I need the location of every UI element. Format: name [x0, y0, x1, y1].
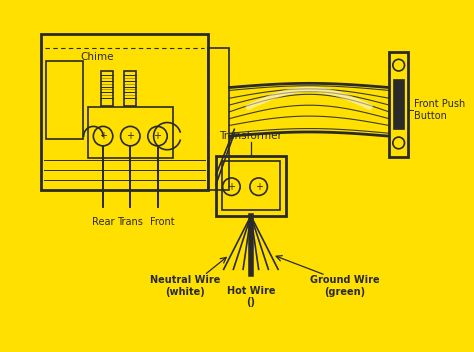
Text: +: +	[99, 131, 107, 141]
Bar	[208, 48, 229, 190]
Bar	[389, 51, 409, 157]
Bar	[216, 156, 286, 216]
Text: +: +	[126, 131, 134, 141]
Text: Chime: Chime	[81, 52, 114, 62]
Text: +: +	[154, 131, 162, 141]
Text: +: +	[255, 182, 263, 192]
Text: Rear: Rear	[92, 217, 114, 227]
Text: Neutral Wire
(white): Neutral Wire (white)	[150, 275, 220, 297]
Bar	[41, 34, 208, 190]
Bar	[222, 162, 280, 210]
Text: Transformer: Transformer	[219, 131, 283, 141]
Text: Trans: Trans	[118, 217, 143, 227]
Text: Ground Wire
(green): Ground Wire (green)	[310, 275, 380, 297]
Bar	[101, 71, 113, 106]
Text: Front: Front	[150, 217, 175, 227]
Bar	[88, 107, 173, 158]
Text: +: +	[228, 182, 236, 192]
Text: Hot Wire
(): Hot Wire ()	[227, 286, 275, 308]
Bar	[46, 61, 82, 139]
Text: Front Push
Button: Front Push Button	[414, 99, 465, 121]
Bar	[393, 79, 404, 129]
Bar	[125, 71, 136, 106]
